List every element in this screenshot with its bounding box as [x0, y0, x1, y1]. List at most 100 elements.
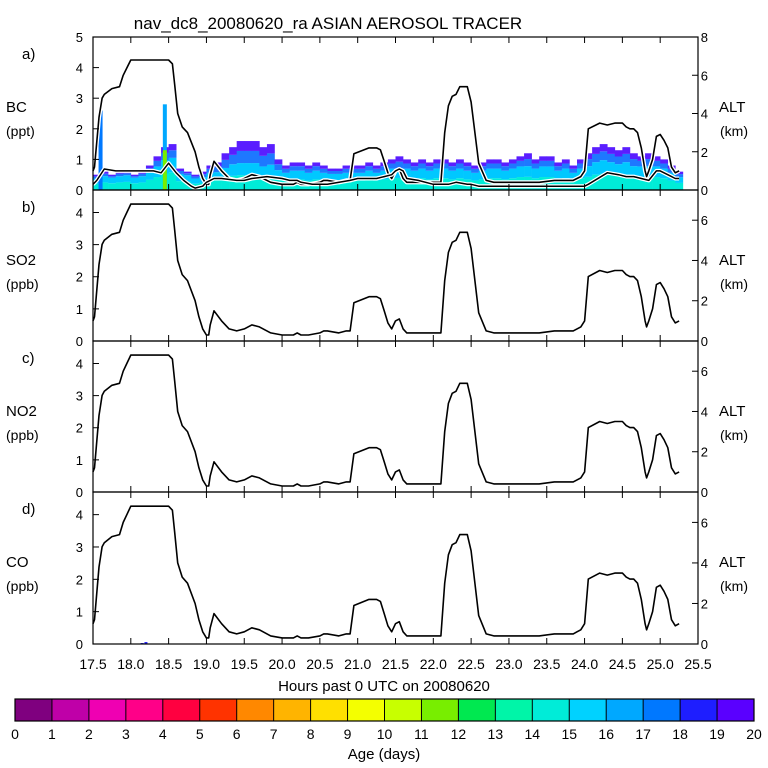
bc-bar [531, 159, 540, 164]
panel-label: c) [22, 350, 35, 367]
x-tick-label: 20.5 [306, 656, 333, 672]
bc-bar [93, 183, 101, 190]
bc-bar [561, 168, 570, 179]
colorbar-tick-label: 18 [672, 726, 688, 742]
colorbar-swatch [347, 699, 385, 721]
bc-bar [652, 160, 661, 167]
colorbar-tick-label: 17 [635, 726, 651, 742]
bc-bar [675, 182, 684, 190]
x-tick-label: 22.0 [420, 656, 447, 672]
bc-bar [622, 174, 631, 190]
bc-bar [236, 163, 245, 176]
bc-bar [531, 168, 540, 179]
y-tick-label: 3 [76, 540, 83, 555]
bc-bar [244, 150, 253, 164]
bc-bar [297, 170, 306, 180]
y2-tick-label: 6 [701, 364, 708, 379]
bc-bar [289, 170, 298, 180]
bc-bar [577, 178, 585, 190]
y2-tick-label: 2 [701, 596, 708, 611]
colorbar-swatch [606, 699, 644, 721]
bc-bar [221, 177, 230, 190]
bc-bar [637, 166, 646, 178]
bc-bar [327, 170, 336, 174]
y-axis-unit: (ppb) [6, 578, 39, 594]
bc-bar [357, 168, 366, 173]
bc-bar [229, 147, 237, 155]
bc-bar [652, 177, 661, 190]
bc-bar [508, 163, 517, 169]
bc-bar [599, 160, 608, 174]
bc-bar [350, 180, 358, 190]
bc-bar [493, 168, 502, 179]
bc-bar [546, 160, 555, 167]
bc-bar [176, 170, 185, 174]
y-axis-label: SO2 [6, 252, 36, 269]
bc-bar [214, 172, 222, 181]
bc-bar [304, 168, 313, 173]
panel-b: 0 1 2 3 4 0 2 4 6 b) SO2 (ppb) ALT (km) [6, 189, 748, 349]
colorbar-swatch [51, 699, 90, 721]
bc-bar [501, 170, 510, 180]
bc-bar [259, 177, 268, 190]
bc-bar [327, 173, 336, 182]
bc-bar [183, 173, 192, 176]
bc-bar [350, 172, 358, 181]
bc-bar [629, 153, 638, 160]
y2-axis-label: ALT [719, 403, 745, 420]
bc-bar [297, 166, 306, 171]
bc-bar [448, 162, 457, 167]
y-axis-unit: (ppb) [6, 427, 39, 443]
panel-data [92, 505, 680, 644]
bc-bar [410, 166, 419, 171]
y-tick-label: 4 [76, 508, 83, 523]
bc-bar [100, 182, 109, 190]
bc-bar [108, 177, 116, 184]
bc-bar [645, 153, 653, 160]
bc-bar [319, 168, 328, 173]
panel-data [92, 354, 680, 487]
bc-bar [365, 166, 374, 171]
bc-bar [387, 163, 396, 169]
bc-bar [266, 144, 275, 154]
bc-bar [168, 150, 177, 158]
y-tick-label: 2 [76, 572, 83, 587]
bc-bar [108, 174, 116, 177]
bc-bar [539, 156, 548, 161]
bc-bar [607, 147, 616, 154]
bc-bar [335, 170, 343, 174]
bc-bar [191, 174, 200, 177]
bc-bar [667, 180, 676, 190]
colorbar-swatch [15, 699, 53, 721]
altitude-line [92, 203, 680, 336]
bc-bar [508, 168, 517, 179]
x-tick-label: 24.5 [609, 656, 636, 672]
colorbar-swatch [199, 699, 238, 721]
bc-bar [138, 176, 147, 183]
bc-bar [297, 162, 306, 167]
bc-bar [153, 156, 162, 161]
bc-bar [561, 178, 570, 190]
colorbar-tick-label: 10 [377, 726, 393, 742]
y-axis-label: BC [6, 99, 27, 116]
y2-tick-label: 2 [701, 294, 708, 309]
bc-bar [508, 159, 517, 164]
y2-axis-unit: (km) [720, 123, 748, 139]
bc-bar [251, 141, 260, 151]
bc-bar [145, 179, 154, 190]
bc-bar [592, 153, 600, 163]
bc-bar [123, 173, 132, 176]
colorbar-tick-label: 7 [270, 726, 278, 742]
bc-bar [584, 153, 593, 160]
panel-frame [92, 340, 699, 493]
y2-tick-label: 4 [701, 107, 708, 122]
bc-bar [599, 151, 608, 161]
trace-bar [144, 642, 148, 644]
bc-bar [372, 165, 381, 169]
altitude-line [92, 505, 680, 639]
bc-bar [471, 172, 479, 181]
bc-bar [516, 156, 525, 161]
bc-bar [637, 177, 646, 190]
colorbar-swatch [495, 699, 533, 721]
